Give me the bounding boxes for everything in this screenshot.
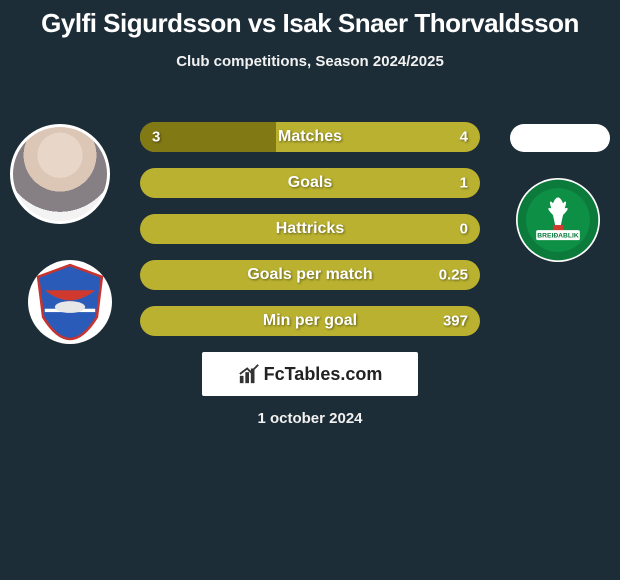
page-title: Gylfi Sigurdsson vs Isak Snaer Thorvalds… <box>0 0 620 39</box>
bar-right-value: 397 <box>443 313 468 330</box>
footer-brand-text: FcTables.com <box>264 364 383 385</box>
bar-matches: 3 Matches 4 <box>140 122 480 152</box>
subtitle: Club competitions, Season 2024/2025 <box>0 53 620 70</box>
player-right-avatar <box>510 124 610 152</box>
bar-label: Hattricks <box>276 220 344 238</box>
bar-min-per-goal: Min per goal 397 <box>140 306 480 336</box>
bar-right-value: 0.25 <box>439 267 468 284</box>
bar-goals: Goals 1 <box>140 168 480 198</box>
chart-icon <box>238 363 260 385</box>
bar-right-value: 4 <box>460 129 468 146</box>
bar-goals-per-match: Goals per match 0.25 <box>140 260 480 290</box>
club-right-badge: BREIÐABLIK <box>516 178 600 262</box>
footer-brand[interactable]: FcTables.com <box>202 352 418 396</box>
bar-label: Min per goal <box>263 312 357 330</box>
bar-right-value: 0 <box>460 221 468 238</box>
svg-text:BREIÐABLIK: BREIÐABLIK <box>537 233 579 240</box>
bar-label: Goals per match <box>247 266 372 284</box>
player-left-avatar <box>10 124 110 224</box>
bar-fill <box>140 122 276 152</box>
bar-label: Matches <box>278 128 342 146</box>
bar-left-value: 3 <box>152 129 160 146</box>
club-left-badge <box>28 260 112 344</box>
date-text: 1 october 2024 <box>0 410 620 427</box>
bar-hattricks: Hattricks 0 <box>140 214 480 244</box>
bar-right-value: 1 <box>460 175 468 192</box>
stats-bars: 3 Matches 4 Goals 1 Hattricks 0 Goals pe… <box>140 122 480 352</box>
bar-label: Goals <box>288 174 332 192</box>
